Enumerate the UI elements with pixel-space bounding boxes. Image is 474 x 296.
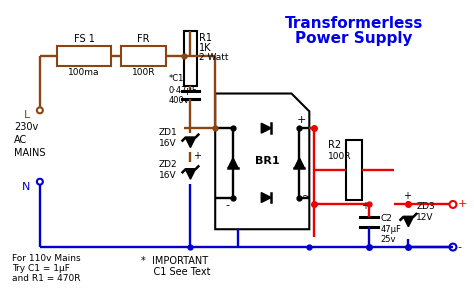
Text: +: +: [296, 115, 306, 125]
Text: 400v: 400v: [169, 96, 190, 105]
Polygon shape: [215, 94, 310, 229]
Polygon shape: [185, 138, 195, 147]
Text: 16V: 16V: [159, 139, 176, 148]
Text: 12V: 12V: [416, 213, 434, 222]
Text: *  IMPORTANT: * IMPORTANT: [141, 256, 208, 266]
Text: 47μF: 47μF: [381, 225, 401, 234]
Text: 2 Watt: 2 Watt: [200, 53, 229, 62]
Text: C2: C2: [381, 214, 392, 223]
Text: For 110v Mains: For 110v Mains: [12, 254, 81, 263]
Text: ~: ~: [219, 124, 228, 134]
Bar: [57, 46, 111, 66]
Text: 1K: 1K: [200, 43, 212, 53]
Text: 230v: 230v: [14, 122, 38, 132]
Text: ~: ~: [301, 192, 310, 202]
Text: L: L: [24, 110, 30, 120]
Polygon shape: [403, 217, 413, 227]
Polygon shape: [228, 158, 238, 168]
Text: *C1: *C1: [169, 74, 184, 83]
Text: +: +: [458, 200, 467, 210]
Text: BR1: BR1: [255, 156, 280, 166]
Text: R2: R2: [328, 140, 341, 150]
Polygon shape: [261, 123, 271, 133]
Text: ZD1: ZD1: [159, 128, 177, 137]
Polygon shape: [261, 193, 271, 202]
Text: 100R: 100R: [328, 152, 352, 161]
Text: Transformerless: Transformerless: [285, 16, 423, 31]
Text: MAINS: MAINS: [14, 148, 46, 158]
Bar: [121, 46, 166, 66]
Bar: [183, 31, 197, 86]
Text: N: N: [22, 182, 30, 192]
Text: 100ma: 100ma: [68, 68, 100, 77]
Text: 100R: 100R: [132, 68, 155, 77]
Text: Try C1 = 1μF: Try C1 = 1μF: [12, 264, 70, 273]
Text: -: -: [225, 200, 229, 210]
Text: and R1 = 470R: and R1 = 470R: [12, 274, 81, 283]
Text: +: +: [403, 191, 411, 200]
Text: AC: AC: [14, 135, 27, 145]
Text: 16V: 16V: [159, 171, 176, 180]
Text: FS 1: FS 1: [73, 34, 94, 44]
Text: +: +: [193, 151, 201, 161]
Polygon shape: [294, 158, 304, 168]
Bar: [346, 140, 362, 200]
Text: Power Supply: Power Supply: [295, 31, 413, 46]
Text: 25v: 25v: [381, 235, 396, 244]
Text: ZD2: ZD2: [159, 160, 177, 169]
Text: FR: FR: [137, 34, 150, 44]
Text: +: +: [361, 201, 369, 211]
Text: R1: R1: [200, 33, 212, 43]
Text: C1 See Text: C1 See Text: [141, 267, 210, 277]
Polygon shape: [185, 169, 195, 179]
Text: -: -: [458, 242, 462, 252]
Text: ZD3: ZD3: [416, 202, 435, 211]
Text: 0·47μF: 0·47μF: [169, 86, 197, 95]
